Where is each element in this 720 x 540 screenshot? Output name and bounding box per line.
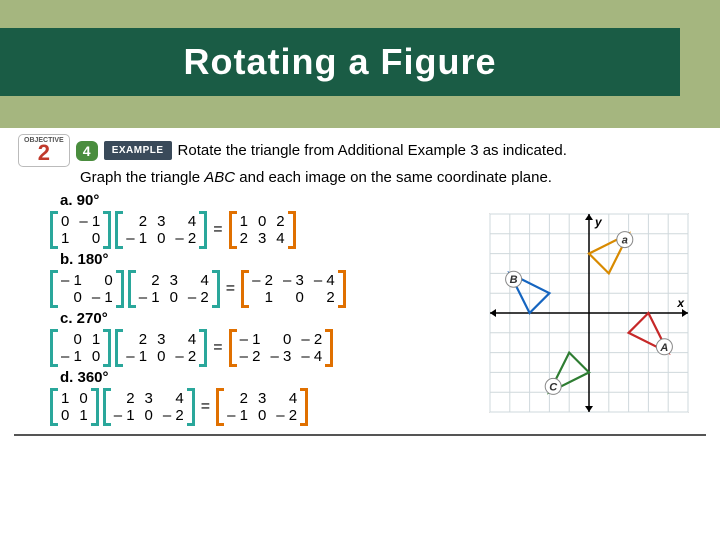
- instr2-prefix: Graph the triangle: [80, 169, 204, 186]
- equals-sign: =: [211, 339, 224, 357]
- matrix: 234– 10– 2: [115, 329, 207, 367]
- matrix: 234– 10– 2: [128, 270, 220, 308]
- coordinate-graph: x y Aa B C: [484, 208, 694, 418]
- two-column-layout: a. 90°0– 110234– 10– 2=102234b. 180°– 10…: [18, 190, 702, 428]
- equation-row-a: 0– 110234– 10– 2= 102234: [50, 211, 472, 249]
- objective-number: 2: [38, 144, 50, 162]
- equation-row-c: 01– 10234– 10– 2= – 10– 2– 2– 3– 4: [50, 329, 472, 367]
- matrix: 234– 10– 2: [216, 388, 308, 426]
- matrix: – 10– 2– 2– 3– 4: [229, 329, 334, 367]
- instr2-suffix: and each image on the same coordinate pl…: [235, 169, 552, 186]
- svg-text:a: a: [622, 235, 628, 247]
- example-label: EXAMPLE: [104, 141, 172, 160]
- topline: OBJECTIVE 2 4 EXAMPLE Rotate the triangl…: [18, 134, 702, 167]
- matrix: – 2– 3– 4102: [241, 270, 346, 308]
- equals-sign: =: [199, 398, 212, 416]
- equals-sign: =: [211, 221, 224, 239]
- matrix: 0– 110: [50, 211, 111, 249]
- part-label-b: b. 180°: [60, 251, 472, 268]
- graph-column: x y Aa B C: [484, 190, 702, 428]
- svg-text:B: B: [510, 274, 518, 286]
- page-title: Rotating a Figure: [0, 28, 680, 96]
- instr2-italic: ABC: [204, 169, 235, 186]
- bottom-rule: [14, 434, 706, 436]
- svg-text:C: C: [549, 381, 558, 393]
- content-area: OBJECTIVE 2 4 EXAMPLE Rotate the triangl…: [0, 128, 720, 428]
- svg-text:y: y: [594, 215, 603, 229]
- part-label-d: d. 360°: [60, 369, 472, 386]
- part-label-c: c. 270°: [60, 310, 472, 327]
- matrix: – 100– 1: [50, 270, 124, 308]
- svg-text:x: x: [676, 296, 685, 310]
- svg-text:A: A: [659, 342, 668, 354]
- example-number-badge: 4: [76, 141, 98, 161]
- equation-row-b: – 100– 1234– 10– 2=– 2– 3– 4102: [50, 270, 472, 308]
- math-column: a. 90°0– 110234– 10– 2=102234b. 180°– 10…: [18, 190, 472, 428]
- matrix: 234– 10– 2: [115, 211, 207, 249]
- matrix: 102234: [229, 211, 296, 249]
- equation-row-d: 1001234– 10– 2=234– 10– 2: [50, 388, 472, 426]
- part-label-a: a. 90°: [60, 192, 472, 209]
- instruction-line-2: Graph the triangle ABC and each image on…: [80, 169, 702, 186]
- matrix: 01– 10: [50, 329, 111, 367]
- matrix: 234– 10– 2: [103, 388, 195, 426]
- instruction-line-1: Rotate the triangle from Additional Exam…: [178, 142, 567, 159]
- objective-badge: OBJECTIVE 2: [18, 134, 70, 167]
- equals-sign: =: [224, 280, 237, 298]
- matrix: 1001: [50, 388, 99, 426]
- header-band: Rotating a Figure: [0, 0, 720, 128]
